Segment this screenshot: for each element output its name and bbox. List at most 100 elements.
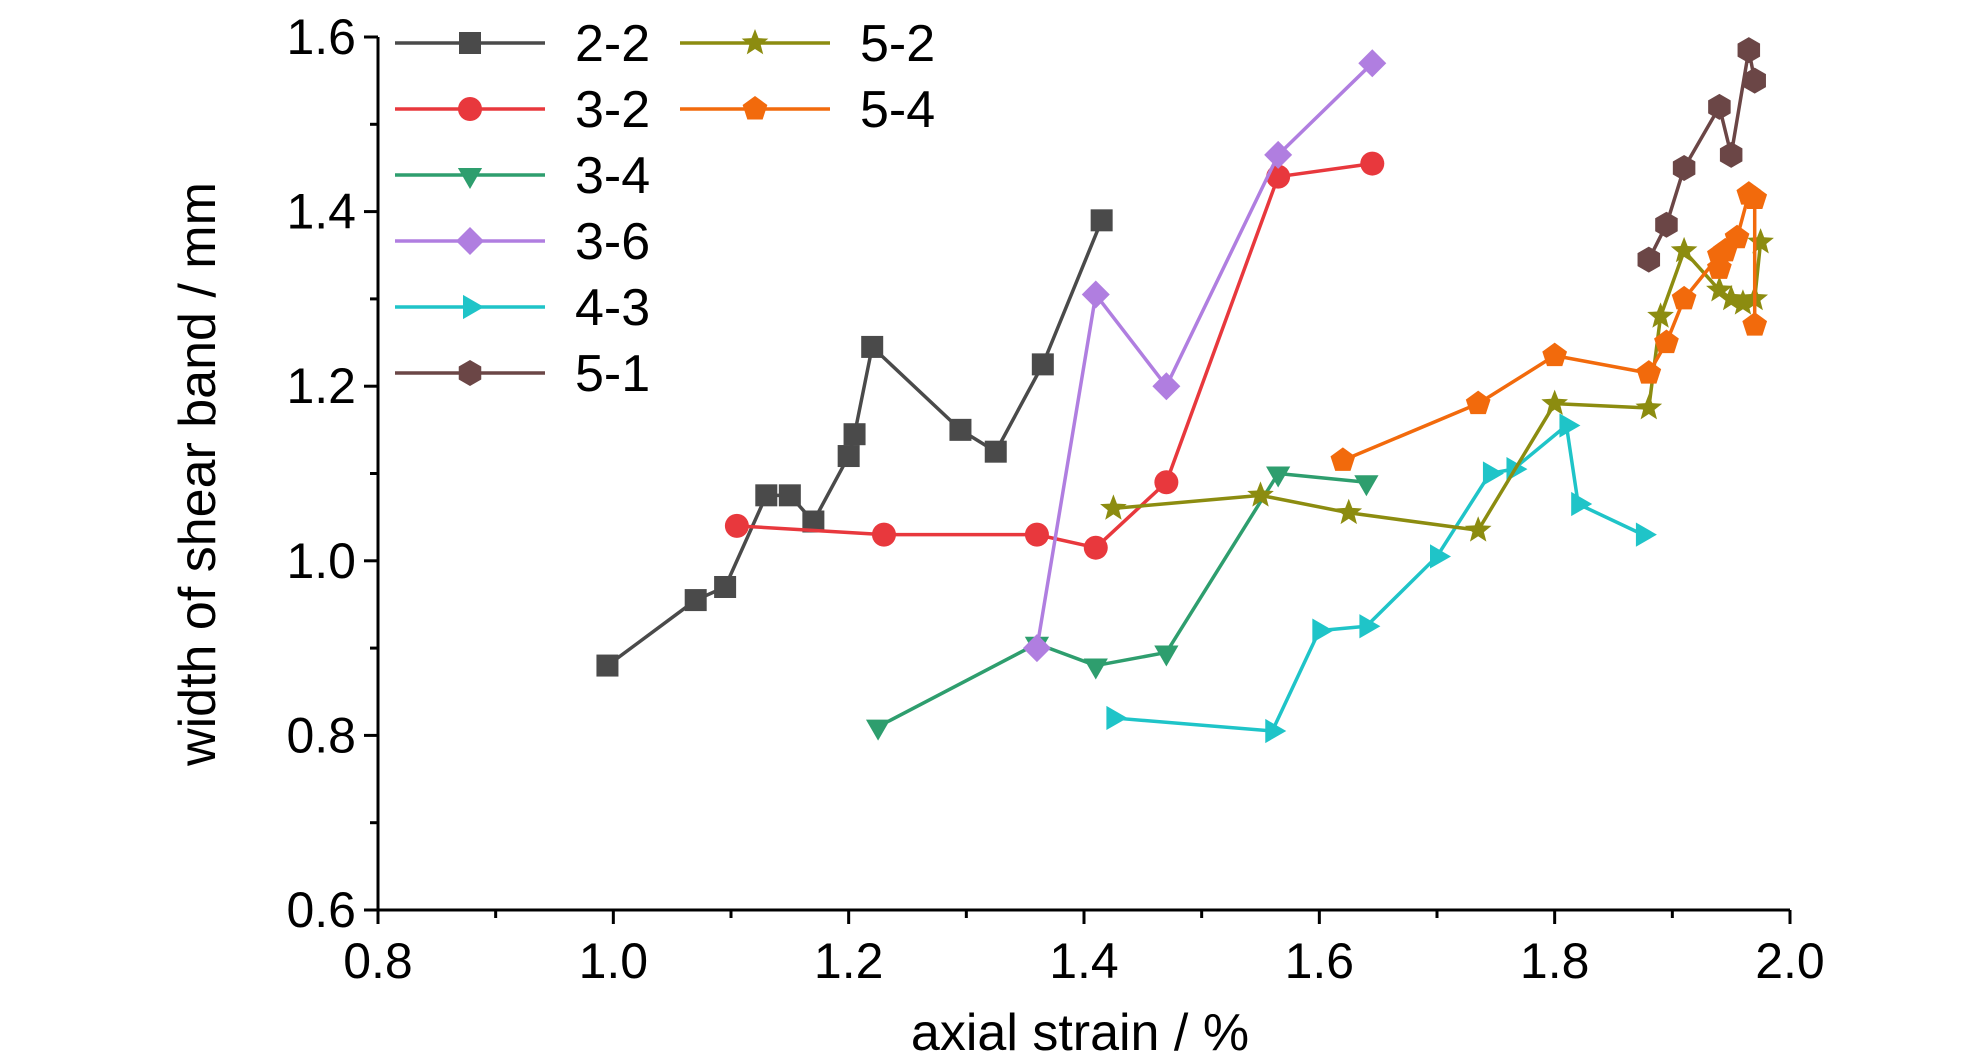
- x-tick-label: 1.0: [579, 933, 649, 989]
- y-tick-label: 0.6: [286, 882, 356, 938]
- data-point-5-4: [1724, 224, 1750, 249]
- data-point-2-2: [843, 423, 866, 446]
- data-point-3-4: [1354, 475, 1379, 497]
- x-tick-label: 1.8: [1520, 933, 1590, 989]
- legend-item-3-4: 3-4: [395, 147, 650, 205]
- data-point-4-3: [1635, 522, 1657, 547]
- series-5-1: [1637, 37, 1766, 273]
- legend-label: 4-3: [575, 279, 650, 337]
- data-point-5-1: [1708, 93, 1731, 120]
- legend-item-5-4: 5-4: [680, 81, 935, 139]
- data-point-4-3: [1265, 718, 1287, 744]
- legend-marker: [458, 360, 482, 386]
- series-4-3: [1106, 413, 1657, 744]
- legend-marker: [463, 294, 484, 320]
- data-point-3-2: [1154, 470, 1179, 495]
- y-tick-label: 1.2: [286, 358, 356, 414]
- legend-marker: [459, 32, 481, 54]
- data-point-5-4: [1671, 285, 1697, 310]
- data-point-5-1: [1655, 211, 1678, 238]
- data-point-4-3: [1430, 544, 1451, 569]
- legend-item-3-2: 3-2: [395, 81, 650, 139]
- legend-marker: [742, 96, 768, 120]
- data-point-5-2: [1717, 284, 1745, 311]
- data-point-2-2: [714, 575, 737, 598]
- data-point-3-4: [1266, 466, 1291, 488]
- y-axis-title: width of shear band / mm: [169, 182, 227, 767]
- x-tick-label: 1.6: [1285, 933, 1355, 989]
- data-point-5-4: [1330, 447, 1356, 471]
- y-tick-label: 0.8: [286, 707, 356, 763]
- series-line-5-2: [1113, 241, 1763, 532]
- legend-marker: [741, 29, 769, 55]
- legend-item-3-6: 3-6: [395, 213, 650, 271]
- data-point-5-4: [1636, 360, 1662, 384]
- data-point-5-1: [1743, 67, 1766, 94]
- data-point-3-6: [1152, 372, 1181, 401]
- data-point-5-2: [1647, 302, 1674, 328]
- data-point-4-3: [1482, 461, 1504, 486]
- data-point-5-2: [1335, 498, 1363, 525]
- x-tick-label: 0.8: [343, 933, 413, 989]
- data-point-4-3: [1559, 413, 1581, 438]
- data-point-5-2: [1635, 394, 1663, 420]
- series-line-3-6: [1035, 61, 1374, 649]
- data-point-2-2: [837, 445, 860, 468]
- legend-item-5-2: 5-2: [680, 15, 935, 73]
- data-point-4-3: [1312, 618, 1334, 643]
- data-point-2-2: [861, 335, 884, 358]
- legend-label: 5-4: [860, 81, 935, 139]
- data-point-5-1: [1737, 37, 1761, 64]
- data-point-5-1: [1719, 141, 1743, 168]
- legend-marker: [458, 97, 482, 121]
- legend-item-2-2: 2-2: [395, 15, 650, 73]
- legend-item-4-3: 4-3: [395, 279, 650, 337]
- ticks: 0.8 1.0 1.2 1.4 1.6 1.8 2.00.60.81.01.21.41.6: [286, 9, 1824, 989]
- data-point-3-6: [1264, 140, 1293, 169]
- y-tick-label: 1.0: [286, 533, 356, 589]
- legend-label: 3-6: [575, 213, 650, 271]
- data-point-5-1: [1672, 154, 1696, 181]
- data-point-3-4: [1154, 645, 1179, 667]
- data-point-5-2: [1706, 276, 1733, 302]
- data-point-3-2: [1360, 151, 1385, 176]
- data-point-2-2: [755, 484, 778, 507]
- x-tick-label: 1.4: [1049, 933, 1119, 989]
- data-point-5-4: [1742, 185, 1768, 210]
- data-point-5-2: [1247, 481, 1274, 507]
- legend-label: 3-4: [575, 147, 650, 205]
- legend-item-5-1: 5-1: [395, 345, 650, 403]
- data-point-2-2: [1031, 353, 1054, 376]
- data-point-3-6: [1358, 49, 1387, 78]
- data-point-4-3: [1106, 705, 1128, 731]
- series-line-3-4: [877, 471, 1367, 729]
- data-point-3-2: [871, 522, 896, 547]
- series-2-2: [596, 209, 1113, 677]
- legend-label: 2-2: [575, 15, 650, 73]
- series-5-2: [1100, 228, 1774, 542]
- data-point-5-2: [1670, 236, 1698, 263]
- data-point-2-2: [596, 654, 619, 677]
- data-point-3-2: [1024, 522, 1049, 547]
- data-point-3-4: [1083, 658, 1108, 680]
- x-tick-label: 1.2: [814, 933, 884, 989]
- legend-marker: [457, 168, 483, 189]
- data-point-3-6: [1081, 280, 1110, 309]
- data-point-4-3: [1571, 491, 1593, 517]
- data-point-3-4: [865, 719, 891, 741]
- data-point-2-2: [984, 440, 1007, 463]
- data-point-3-2: [1083, 535, 1108, 560]
- series-3-2: [724, 151, 1385, 560]
- data-point-2-2: [949, 418, 972, 441]
- legend-marker: [456, 227, 484, 255]
- data-point-3-6: [1022, 634, 1051, 663]
- series-3-6: [1022, 49, 1387, 663]
- data-point-2-2: [802, 510, 825, 533]
- y-tick-label: 1.4: [286, 184, 356, 240]
- data-point-2-2: [1090, 209, 1113, 232]
- data-point-5-2: [1541, 389, 1568, 415]
- x-axis-title: axial strain / %: [911, 1004, 1249, 1062]
- y-tick-label: 1.6: [286, 9, 356, 65]
- data-point-5-4: [1654, 329, 1679, 354]
